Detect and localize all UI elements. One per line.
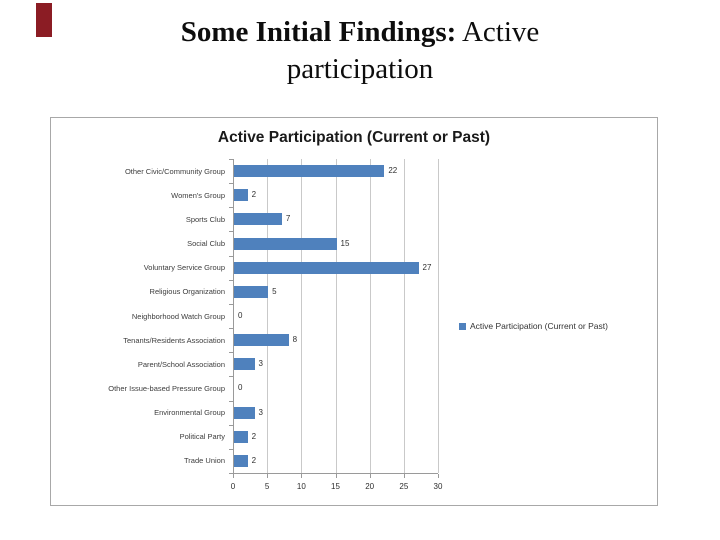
y-axis-tick: [229, 303, 233, 305]
x-axis-tick: [301, 474, 303, 478]
category-label: Trade Union: [184, 456, 225, 466]
category-label: Other Issue-based Pressure Group: [108, 383, 225, 393]
category-label: Voluntary Service Group: [143, 263, 225, 273]
y-axis-tick: [229, 159, 233, 160]
value-label: 8: [292, 335, 298, 345]
chart-frame: Active Participation (Current or Past) 0…: [50, 117, 658, 506]
slide-title-line2: participation: [286, 53, 434, 85]
gridline: [301, 159, 303, 473]
bar: [234, 165, 385, 178]
plot-area: 0 5 10 15 20 25 30 22 Other Civic/Community Grou…: [108, 159, 442, 491]
category-label: Sports Club: [185, 214, 225, 224]
value-label: 22: [388, 166, 398, 176]
category-label: Neighborhood Watch Group: [131, 311, 225, 321]
value-label: 2: [251, 431, 257, 441]
value-label: 0: [238, 383, 243, 393]
category-label: Women's Group: [171, 190, 225, 200]
y-axis-tick: [229, 473, 233, 474]
bar: [234, 213, 282, 226]
value-label: 7: [285, 214, 291, 224]
value-label: 2: [251, 190, 257, 200]
bar: [234, 261, 419, 274]
category-label: Other Civic/Community Group: [124, 166, 225, 176]
bar: [234, 285, 269, 298]
bar: [234, 189, 248, 202]
chart-legend: Active Participation (Current or Past): [459, 321, 608, 331]
category-label: Religious Organization: [149, 287, 225, 297]
y-axis-tick: [229, 207, 233, 209]
category-label: Tenants/Residents Association: [123, 335, 225, 345]
category-label: Social Club: [187, 239, 225, 249]
slide-title: Some Initial Findings: Active participat…: [0, 14, 720, 88]
y-axis-tick: [229, 328, 233, 330]
value-label: 5: [272, 286, 277, 296]
bar: [234, 454, 248, 467]
y-axis-tick: [229, 231, 233, 233]
y-axis-tick: [229, 352, 233, 354]
bar: [234, 237, 337, 250]
x-axis-tick: [267, 474, 269, 478]
slide-accent-bar: [36, 3, 52, 37]
x-axis-tick: [233, 474, 234, 478]
x-axis-tick-label: 20: [365, 482, 375, 491]
value-label: 2: [251, 455, 257, 465]
legend-swatch-icon: [459, 322, 466, 330]
gridline: [335, 159, 337, 473]
y-axis-tick: [229, 448, 233, 450]
y-axis-tick: [229, 255, 233, 257]
x-axis-tick-label: 25: [399, 482, 409, 491]
gridline: [438, 159, 439, 473]
y-axis-tick: [229, 376, 233, 378]
y-axis-tick: [229, 424, 233, 426]
x-axis-tick-label: 10: [296, 482, 306, 491]
category-label: Environmental Group: [154, 408, 225, 418]
value-label: 27: [422, 262, 432, 272]
value-label: 15: [340, 238, 350, 248]
gridline: [403, 159, 405, 473]
value-label: 0: [238, 311, 243, 320]
x-axis-tick-label: 15: [331, 482, 340, 491]
x-axis-tick: [335, 474, 337, 478]
slide-title-regular: Active: [456, 16, 540, 48]
x-axis-line: [233, 473, 438, 474]
chart-title: Active Participation (Current or Past): [217, 129, 491, 146]
gridline: [267, 159, 269, 473]
y-axis-tick: [229, 400, 233, 402]
x-axis-tick: [403, 474, 405, 478]
x-axis-tick-label: 30: [433, 482, 443, 491]
slide-title-line1: Some Initial Findings: Active: [0, 14, 720, 51]
category-label: Political Party: [179, 432, 225, 442]
bar: [234, 430, 248, 443]
x-axis-tick: [438, 474, 439, 478]
y-axis-tick: [229, 183, 233, 185]
value-label: 3: [258, 359, 263, 369]
category-label: Parent/School Association: [137, 359, 225, 369]
y-axis-line: [233, 159, 234, 473]
value-label: 3: [258, 407, 263, 417]
slide-title-bold: Some Initial Findings:: [180, 16, 457, 48]
bar: [234, 334, 289, 347]
bar: [234, 358, 255, 371]
x-axis-tick-label: 0: [230, 482, 236, 491]
gridline: [369, 159, 371, 473]
bar: [234, 406, 255, 419]
legend-label: Active Participation (Current or Past): [470, 321, 608, 331]
x-axis-tick-label: 5: [264, 482, 270, 491]
x-axis-tick: [369, 474, 371, 478]
y-axis-tick: [229, 279, 233, 281]
